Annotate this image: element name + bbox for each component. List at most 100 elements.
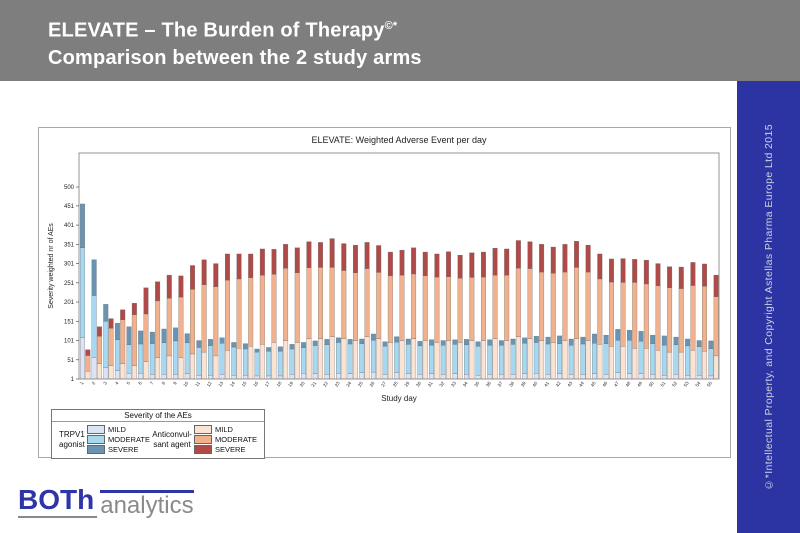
- y-axis-label: Severity weighted nr of AEs: [48, 223, 55, 309]
- swatch-anticonvulsant-severe: [194, 445, 213, 454]
- svg-text:301: 301: [64, 262, 75, 268]
- svg-text:13: 13: [217, 380, 224, 387]
- copyright-mark: ©*: [384, 20, 398, 32]
- swatch-trpv1-mild: [87, 425, 106, 434]
- svg-text:4: 4: [114, 380, 120, 385]
- svg-text:29: 29: [403, 380, 410, 387]
- svg-text:44: 44: [578, 380, 585, 387]
- svg-text:6: 6: [137, 380, 143, 385]
- svg-text:52: 52: [671, 380, 678, 387]
- logo-analytics: analytics: [100, 490, 194, 519]
- legend-label: MODERATE: [108, 435, 150, 444]
- svg-text:36: 36: [485, 380, 492, 387]
- legend-title: Severity of the AEs: [52, 410, 264, 422]
- svg-text:500: 500: [64, 185, 75, 191]
- swatch-anticonvulsant-moderate: [194, 435, 213, 444]
- svg-text:49: 49: [636, 380, 643, 387]
- legend-group-anticonvulsant-line2: sant agent: [153, 439, 191, 449]
- chart-card: ELEVATE: Weighted Adverse Event per day …: [38, 127, 731, 459]
- svg-text:251: 251: [64, 281, 75, 287]
- legend-label: SEVERE: [108, 445, 139, 454]
- legend-body: TRPV1 agonist MILD MODERATE SEVERE Antic…: [52, 422, 264, 458]
- chart-legend: Severity of the AEs TRPV1 agonist MILD M…: [51, 409, 265, 459]
- svg-text:15: 15: [241, 380, 248, 387]
- svg-text:54: 54: [694, 380, 701, 387]
- both-analytics-logo: BOTh analytics: [18, 486, 194, 518]
- legend-group-trpv1-line1: TRPV1: [59, 429, 85, 439]
- legend-swatches-trpv1: MILD MODERATE SEVERE: [87, 424, 150, 455]
- swatch-trpv1-moderate: [87, 435, 106, 444]
- legend-item: MILD: [194, 425, 257, 434]
- legend-item: SEVERE: [87, 445, 150, 454]
- swatch-anticonvulsant-mild: [194, 425, 213, 434]
- svg-text:25: 25: [357, 380, 364, 387]
- legend-label: MILD: [108, 425, 126, 434]
- svg-text:26: 26: [369, 380, 376, 387]
- svg-text:35: 35: [473, 380, 480, 387]
- svg-text:55: 55: [706, 380, 713, 387]
- logo-both: BOTh: [18, 486, 98, 518]
- svg-text:48: 48: [625, 380, 632, 387]
- svg-text:41: 41: [543, 380, 550, 387]
- legend-group-anticonvulsant: Anticonvul- sant agent: [152, 430, 192, 450]
- svg-text:17: 17: [264, 380, 271, 387]
- svg-text:14: 14: [229, 380, 236, 387]
- axes: [78, 152, 720, 380]
- legend-item: MILD: [87, 425, 150, 434]
- svg-text:21: 21: [310, 380, 317, 387]
- svg-text:5: 5: [126, 380, 132, 385]
- svg-text:401: 401: [64, 223, 75, 229]
- svg-text:8: 8: [161, 380, 167, 385]
- chart-title: ELEVATE: Weighted Adverse Event per day: [311, 135, 487, 145]
- slide-title-line1: ELEVATE – The Burden of Therapy©*: [48, 13, 800, 45]
- svg-text:12: 12: [206, 380, 213, 387]
- svg-text:28: 28: [392, 380, 399, 387]
- svg-text:40: 40: [531, 380, 538, 387]
- svg-text:9: 9: [172, 380, 178, 385]
- svg-text:201: 201: [64, 300, 75, 306]
- x-axis-label: Study day: [381, 394, 417, 403]
- legend-item: MODERATE: [194, 435, 257, 444]
- svg-text:22: 22: [322, 380, 329, 387]
- legend-group-trpv1: TRPV1 agonist: [59, 430, 85, 450]
- svg-text:24: 24: [345, 380, 352, 387]
- svg-text:51: 51: [659, 380, 666, 387]
- svg-text:19: 19: [287, 380, 294, 387]
- legend-swatches-anticonvulsant: MILD MODERATE SEVERE: [194, 424, 257, 455]
- svg-text:42: 42: [555, 380, 562, 387]
- svg-text:46: 46: [601, 380, 608, 387]
- legend-label: MODERATE: [215, 435, 257, 444]
- legend-label: SEVERE: [215, 445, 246, 454]
- svg-text:50: 50: [648, 380, 655, 387]
- svg-text:16: 16: [252, 380, 259, 387]
- svg-text:351: 351: [64, 242, 75, 248]
- swatch-trpv1-severe: [87, 445, 106, 454]
- svg-text:3: 3: [102, 380, 108, 385]
- svg-text:451: 451: [64, 204, 75, 210]
- legend-group-anticonvulsant-line1: Anticonvul-: [152, 429, 192, 439]
- svg-text:43: 43: [566, 380, 573, 387]
- svg-text:39: 39: [520, 380, 527, 387]
- copyright-sidebar: ©*Intellectual Property, and Copyright A…: [737, 81, 800, 533]
- svg-text:27: 27: [380, 380, 387, 387]
- legend-item: MODERATE: [87, 435, 150, 444]
- svg-text:31: 31: [427, 380, 434, 387]
- svg-text:51: 51: [67, 358, 74, 364]
- svg-text:10: 10: [182, 380, 189, 387]
- svg-text:32: 32: [438, 380, 445, 387]
- slide-header: ELEVATE – The Burden of Therapy©* Compar…: [0, 0, 800, 81]
- legend-label: MILD: [215, 425, 233, 434]
- svg-text:30: 30: [415, 380, 422, 387]
- svg-text:23: 23: [334, 380, 341, 387]
- slide-title-line2: Comparison between the 2 study arms: [48, 46, 422, 69]
- svg-text:7: 7: [149, 380, 155, 385]
- svg-text:2: 2: [91, 380, 97, 385]
- svg-text:37: 37: [497, 380, 504, 387]
- svg-text:18: 18: [275, 380, 282, 387]
- svg-text:151: 151: [64, 319, 75, 325]
- copyright-text: ©*Intellectual Property, and Copyright A…: [762, 123, 775, 491]
- svg-text:101: 101: [64, 339, 75, 345]
- legend-item: SEVERE: [194, 445, 257, 454]
